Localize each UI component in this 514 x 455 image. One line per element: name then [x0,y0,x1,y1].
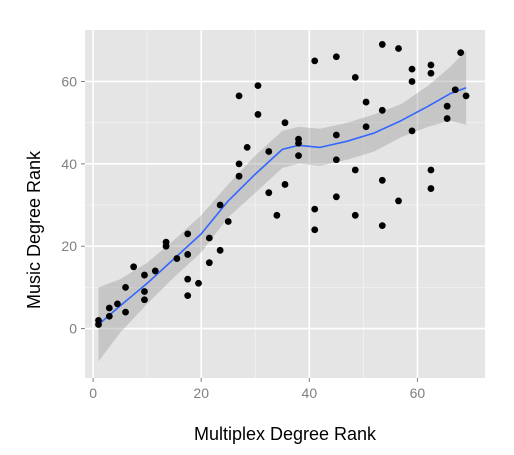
y-tick-label: 0 [69,321,77,337]
smooth-line [97,86,467,326]
y-axis-title: Music Degree Rank [24,150,44,309]
data-point [408,127,416,135]
data-point [295,139,302,147]
data-point [151,267,159,275]
data-point [254,82,262,89]
x-tick-label: 20 [193,385,209,401]
data-point [195,279,202,287]
data-point [351,166,359,174]
data-point [332,53,340,61]
data-point [173,255,181,262]
data-point [462,92,470,100]
x-tick-label: 60 [410,385,426,401]
data-point [184,275,192,283]
data-point [395,45,402,52]
data-point [141,271,148,279]
data-point [295,152,302,160]
data-point [141,288,148,295]
x-tick-label: 40 [302,385,318,401]
x-tick-label: 0 [89,385,97,401]
data-point [105,304,113,312]
data-point [141,296,148,304]
data-point [265,148,273,155]
data-point [122,308,129,316]
data-point [254,111,262,118]
data-point [427,166,435,174]
data-point [243,143,251,151]
data-point [362,98,370,106]
data-point [235,92,243,100]
data-point [427,69,435,77]
data-point [362,123,370,131]
x-tick-labels: 0 20 40 60 [89,385,425,401]
data-point [395,197,402,205]
data-point [378,41,386,48]
data-point [265,189,273,197]
data-point [281,119,289,127]
data-point [378,106,386,114]
data-point [130,263,138,271]
data-point [205,234,213,242]
data-point [216,201,224,209]
y-tick-label: 20 [61,238,77,254]
data-point [427,61,435,69]
x-axis-ticks [92,378,418,382]
data-point [332,156,340,164]
data-point [184,230,192,238]
data-point [332,193,340,201]
data-point [378,222,386,230]
data-point [408,65,416,73]
data-point [427,185,435,192]
plot-panel [85,30,485,378]
y-tick-label: 40 [61,156,77,172]
data-point [162,242,170,250]
data-point [311,205,319,213]
data-point [443,115,451,122]
data-point [273,211,281,219]
confidence-band [98,50,467,362]
data-point [184,251,192,258]
major-grid [85,30,485,378]
data-point [332,131,340,139]
data-point [457,49,465,57]
data-point [378,176,386,184]
data-point [122,283,129,291]
data-point [95,321,102,328]
data-point [184,292,192,300]
points-layer [95,41,470,328]
y-axis-ticks [81,80,85,330]
data-point [311,57,319,65]
x-axis-title: Multiplex Degree Rank [194,424,377,444]
y-tick-label: 60 [61,73,77,89]
data-point [205,259,213,267]
data-point [114,300,121,308]
data-point [235,160,243,168]
data-point [105,312,113,320]
data-point [408,78,416,85]
data-point [216,246,224,254]
data-point [224,218,232,225]
data-point [235,172,243,180]
data-point [351,211,359,219]
data-point [281,181,289,188]
data-point [443,102,451,110]
data-point [351,73,359,81]
y-tick-labels: 0 20 40 60 [61,73,77,336]
data-point [451,86,459,94]
data-point [311,226,319,234]
